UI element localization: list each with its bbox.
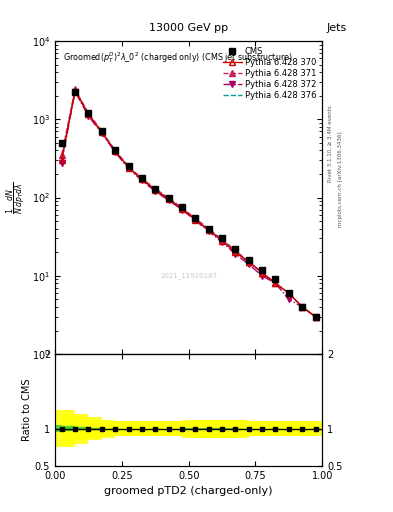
X-axis label: groomed pTD2 (charged-only): groomed pTD2 (charged-only) [105, 486, 273, 496]
Text: 13000 GeV pp: 13000 GeV pp [149, 23, 228, 33]
Text: Jets: Jets [326, 23, 347, 33]
Legend: CMS, Pythia 6.428 370, Pythia 6.428 371, Pythia 6.428 372, Pythia 6.428 376: CMS, Pythia 6.428 370, Pythia 6.428 371,… [222, 45, 318, 102]
Y-axis label: $\frac{1}{N}\frac{dN}{dp_T d\lambda}$: $\frac{1}{N}\frac{dN}{dp_T d\lambda}$ [5, 181, 29, 214]
Text: mcplots.cern.ch [arXiv:1306.3436]: mcplots.cern.ch [arXiv:1306.3436] [338, 132, 343, 227]
Y-axis label: Ratio to CMS: Ratio to CMS [22, 379, 32, 441]
Text: Rivet 3.1.10, ≥ 3.4M events: Rivet 3.1.10, ≥ 3.4M events [328, 105, 333, 182]
Text: 2021_11920187: 2021_11920187 [160, 272, 217, 279]
Text: Groomed$(p_T^D)^2\lambda\_0^2$ (charged only) (CMS jet substructure): Groomed$(p_T^D)^2\lambda\_0^2$ (charged … [63, 50, 293, 65]
